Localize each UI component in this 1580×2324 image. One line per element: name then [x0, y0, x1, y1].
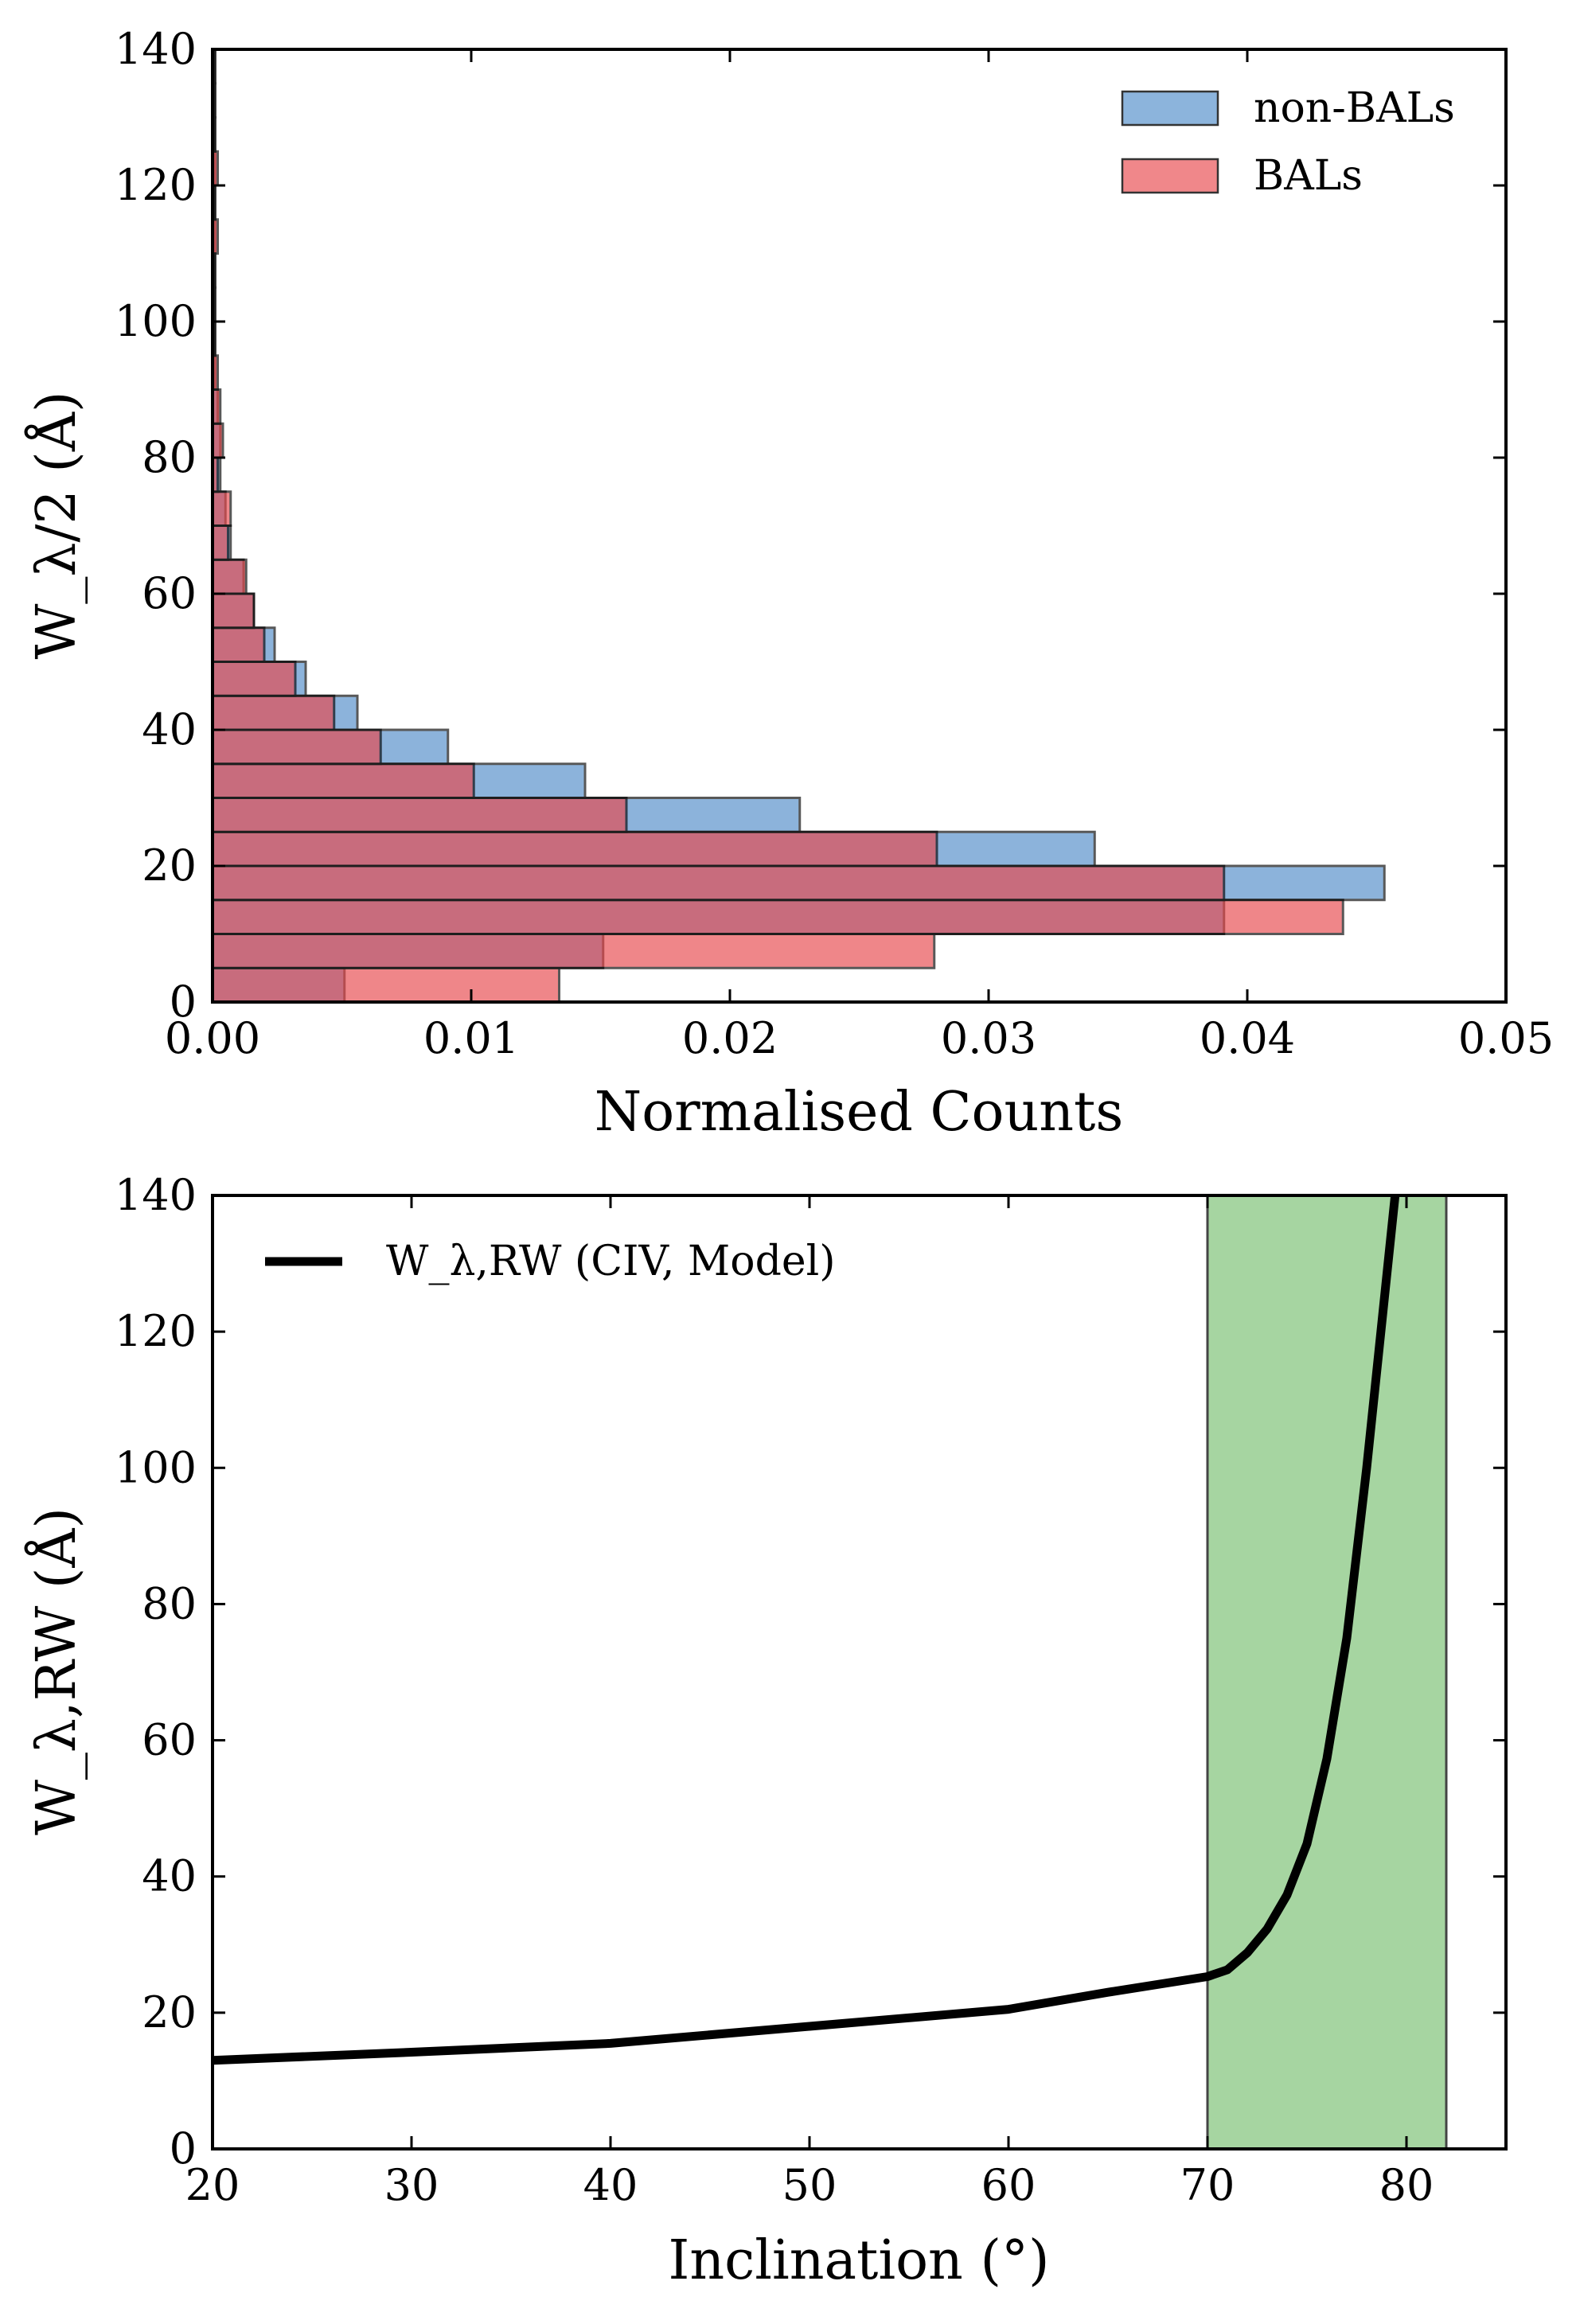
y-tick-label-bottom: 120 — [115, 1306, 197, 1356]
bar-bals-1 — [213, 933, 936, 969]
legend-swatch-non-bals — [1121, 90, 1219, 127]
y-tick-label-top: 20 — [142, 840, 197, 891]
bar-bals-2 — [213, 899, 1344, 935]
legend-top: non-BALs BALs — [1121, 84, 1455, 200]
y-tick-label-top: 0 — [170, 977, 197, 1027]
bar-bals-11 — [213, 592, 256, 630]
x-tick-label-top: 0.01 — [423, 1013, 519, 1063]
y-axis-label-top: W_λ/2 (Å) — [25, 392, 88, 660]
y-tick-label-top: 120 — [115, 160, 197, 210]
y-tick-label-bottom: 0 — [170, 2123, 197, 2174]
ticks-top — [211, 48, 1508, 1004]
bar-bals-13 — [213, 524, 229, 561]
y-tick-label-bottom: 20 — [142, 1987, 197, 2037]
y-tick-label-bottom: 40 — [142, 1851, 197, 1901]
x-tick-label-bottom: 30 — [384, 2160, 439, 2210]
y-tick-label-bottom: 60 — [142, 1715, 197, 1765]
y-tick-label-top: 80 — [142, 432, 197, 482]
y-tick-label-bottom: 80 — [142, 1578, 197, 1628]
bar-bals-0 — [213, 966, 560, 1002]
x-tick-label-top: 0.02 — [682, 1013, 778, 1063]
bar-bals-10 — [213, 626, 266, 663]
x-axis-label-bottom: Inclination (°) — [668, 2229, 1049, 2292]
x-tick-label-bottom: 80 — [1379, 2160, 1434, 2210]
bar-bals-7 — [213, 728, 382, 766]
histogram-panel: 0.00 0.01 0.02 0.03 0.04 0.05 0 20 40 60 80 100 120 1… — [25, 24, 1554, 1144]
legend-label-non-bals: non-BALs — [1254, 84, 1455, 132]
legend-swatch-bals — [1121, 158, 1219, 194]
axes-frame-top — [211, 48, 1508, 1004]
bar-bals-14 — [213, 490, 232, 527]
bar-bals-4 — [213, 830, 938, 868]
x-tick-label-bottom: 50 — [782, 2160, 837, 2210]
x-tick-label-bottom: 40 — [583, 2160, 638, 2210]
x-tick-label-top: 0.03 — [941, 1013, 1036, 1063]
bar-bals-12 — [213, 558, 248, 595]
x-tick-label-bottom: 70 — [1180, 2160, 1235, 2210]
x-tick-label-top: 0.00 — [165, 1013, 260, 1063]
bar-bals-3 — [213, 864, 1226, 902]
x-tick-label-bottom: 20 — [185, 2160, 240, 2210]
y-tick-label-top: 60 — [142, 568, 197, 618]
axes-frame-bottom — [211, 1194, 1508, 2150]
x-axis-label-top: Normalised Counts — [595, 1081, 1124, 1144]
y-tick-label-bottom: 140 — [115, 1170, 197, 1220]
bar-bals-5 — [213, 797, 628, 833]
tick-labels-top: 0.00 0.01 0.02 0.03 0.04 0.05 0 20 40 60 80 100 120 1… — [115, 24, 1554, 1063]
shaded-inclination-region — [1206, 1194, 1448, 2150]
model-curve-line — [213, 1195, 1400, 2065]
y-tick-label-top: 140 — [115, 24, 197, 74]
y-tick-label-top: 100 — [115, 296, 197, 346]
bar-bals-6 — [213, 762, 475, 799]
legend-bottom: W_λ,RW (CIV, Model) — [265, 1238, 836, 1285]
x-tick-label-top: 0.05 — [1458, 1013, 1554, 1063]
y-axis-label-bottom: W_λ,RW (Å) — [25, 1507, 88, 1835]
bar-bals-8 — [213, 694, 336, 731]
x-tick-label-bottom: 60 — [981, 2160, 1036, 2210]
x-tick-label-top: 0.04 — [1200, 1013, 1295, 1063]
y-tick-label-bottom: 100 — [115, 1442, 197, 1492]
bar-bals-9 — [213, 661, 297, 697]
legend-label-bals: BALs — [1254, 152, 1363, 200]
y-tick-label-top: 40 — [142, 704, 197, 755]
ticks-bottom — [211, 1194, 1506, 2150]
legend-label-model: W_λ,RW (CIV, Model) — [386, 1238, 836, 1285]
